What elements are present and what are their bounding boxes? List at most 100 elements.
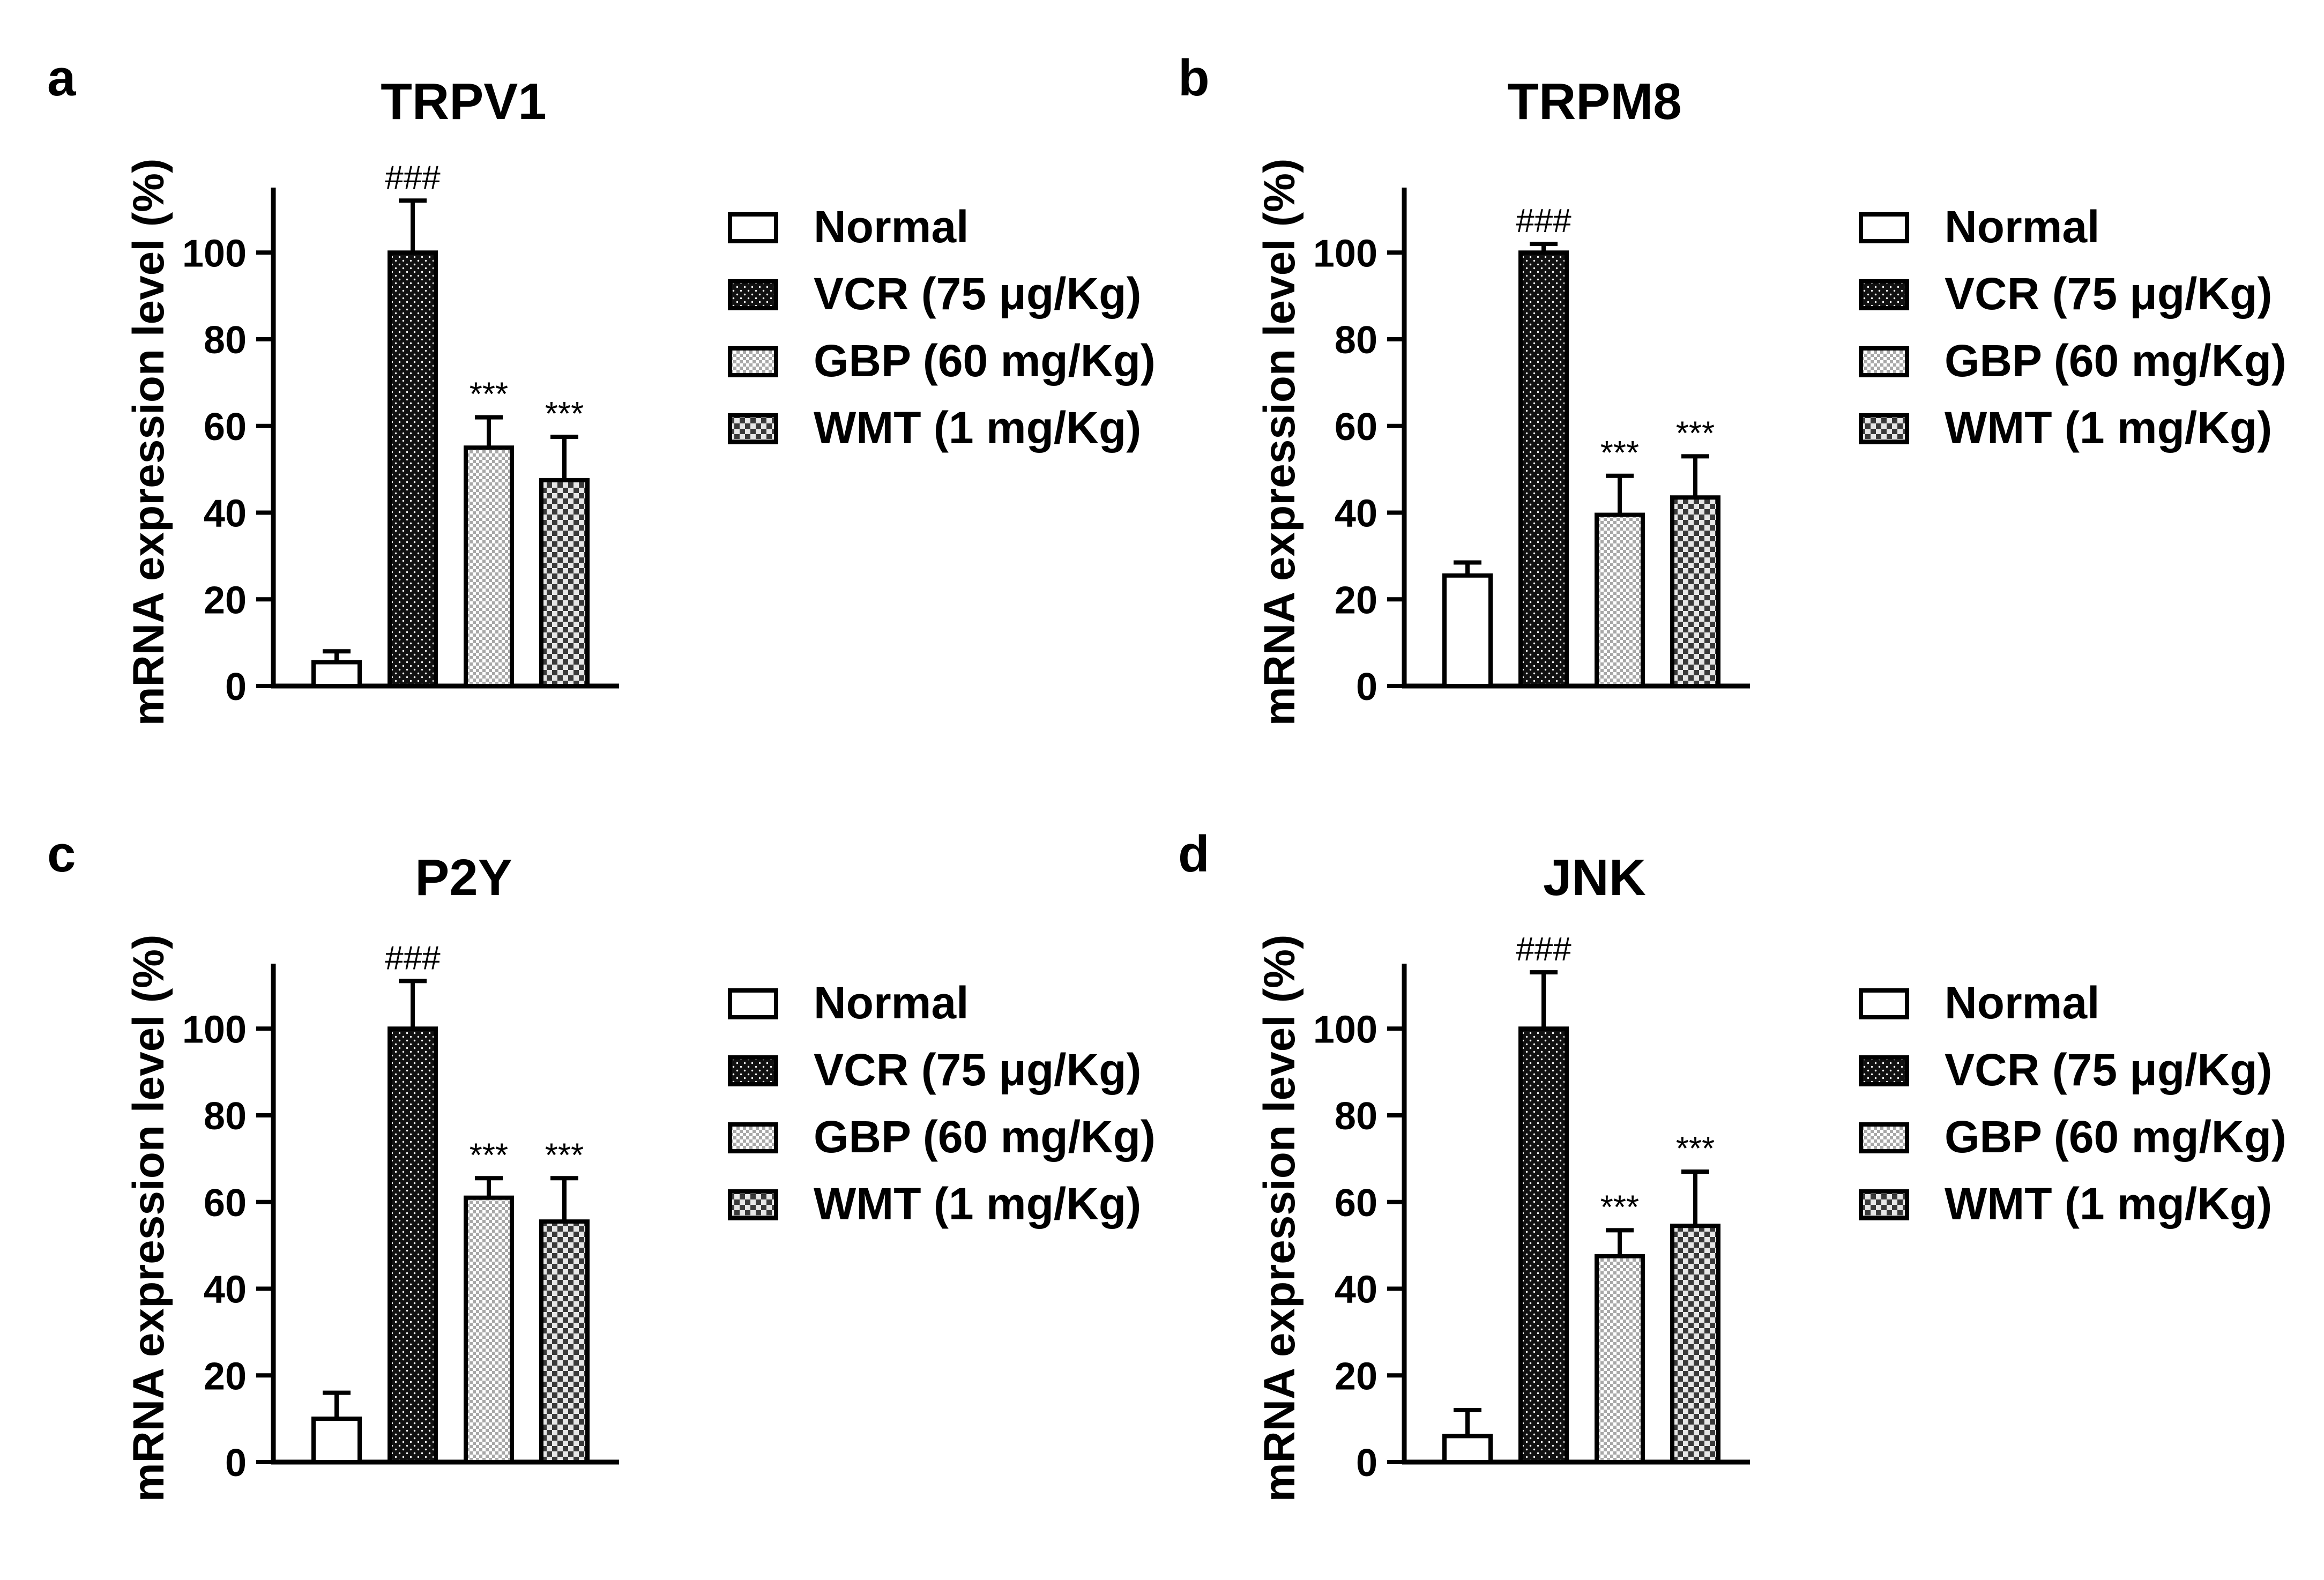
y-tick-label: 60 [1335, 406, 1377, 449]
panel-d: d JNK mRNA expression level (%) 0 20 40 60 80 10… [1178, 825, 2286, 1502]
significance-label: ### [1516, 203, 1571, 240]
legend-swatch [1859, 1055, 1909, 1086]
bar [388, 1026, 438, 1465]
legend-swatch [728, 1122, 778, 1153]
y-tick-label: 60 [204, 406, 247, 449]
legend-label: WMT (1 mg/Kg) [814, 403, 1141, 453]
y-tick-label: 0 [225, 666, 247, 709]
bar [1518, 1026, 1569, 1465]
panel-label: b [1178, 49, 1210, 107]
chart-title: P2Y [415, 849, 512, 906]
y-tick-label: 0 [1356, 1442, 1377, 1485]
legend-label: Normal [1945, 978, 2099, 1028]
legend-swatch [728, 279, 778, 310]
y-tick-label: 20 [204, 1355, 247, 1398]
y-tick-label: 40 [1335, 493, 1377, 535]
y-axis-label: mRNA expression level (%) [1255, 159, 1304, 726]
legend-swatch [728, 988, 778, 1019]
significance-label: *** [1600, 435, 1639, 472]
significance-label: ### [385, 159, 441, 196]
chart-title: TRPV1 [381, 73, 546, 130]
legend-label: WMT (1 mg/Kg) [1945, 403, 2272, 453]
legend-swatch [1859, 279, 1909, 310]
y-axis-label: mRNA expression level (%) [1255, 935, 1304, 1502]
legend-label: GBP (60 mg/Kg) [814, 336, 1156, 386]
y-tick-label: 20 [204, 579, 247, 622]
y-tick-label: 40 [204, 1269, 247, 1311]
panels: a TRPV1 mRNA expression level (%) 0 20 40 60 80… [47, 49, 2286, 1502]
y-tick-label: 80 [204, 319, 247, 362]
bar [1442, 1434, 1493, 1465]
significance-label: ### [385, 940, 441, 977]
panel-c: c P2Y mRNA expression level (%) 0 20 40 60 80 10… [47, 825, 1156, 1502]
bar [388, 250, 438, 689]
y-axis-label: mRNA expression level (%) [124, 935, 173, 1502]
panel-b: b TRPM8 mRNA expression level (%) 0 20 40 60 80… [1178, 49, 2286, 726]
y-tick-label: 100 [1313, 1008, 1377, 1051]
chart-title: TRPM8 [1507, 73, 1681, 130]
bar [464, 445, 514, 689]
bar [1670, 1224, 1720, 1464]
bar [1595, 512, 1645, 689]
y-axis-label: mRNA expression level (%) [124, 159, 173, 726]
bar [311, 1417, 362, 1465]
legend-label: WMT (1 mg/Kg) [814, 1179, 1141, 1229]
legend-label: VCR (75 μg/Kg) [1945, 269, 2272, 319]
significance-label: *** [545, 1137, 584, 1174]
legend-swatch [1859, 1189, 1909, 1220]
legend-swatch [728, 1189, 778, 1220]
significance-label: *** [1600, 1189, 1639, 1226]
legend-swatch [728, 413, 778, 444]
y-tick-label: 40 [204, 493, 247, 535]
significance-label: ### [1516, 931, 1571, 968]
y-tick-label: 0 [225, 1442, 247, 1485]
legend-label: GBP (60 mg/Kg) [814, 1112, 1156, 1162]
y-tick-label: 40 [1335, 1269, 1377, 1311]
legend-label: Normal [814, 978, 969, 1028]
y-tick-label: 60 [204, 1182, 247, 1225]
y-tick-label: 0 [1356, 666, 1377, 709]
y-tick-label: 20 [1335, 579, 1377, 622]
legend-swatch [1859, 413, 1909, 444]
legend-label: VCR (75 μg/Kg) [1945, 1045, 2272, 1095]
significance-label: *** [545, 396, 584, 433]
legend-swatch [728, 1055, 778, 1086]
bar [1595, 1254, 1645, 1464]
y-tick-label: 20 [1335, 1355, 1377, 1398]
legend-swatch [1859, 346, 1909, 377]
chart-title: JNK [1543, 849, 1646, 906]
bar [464, 1195, 514, 1465]
significance-label: *** [1676, 1130, 1715, 1167]
legend-swatch [1859, 212, 1909, 243]
legend-label: VCR (75 μg/Kg) [814, 269, 1141, 319]
significance-label: *** [470, 1137, 508, 1174]
legend-swatch [1859, 988, 1909, 1019]
bar [1518, 250, 1569, 689]
bar [1442, 573, 1493, 688]
legend-label: Normal [814, 202, 969, 252]
bar [539, 1219, 590, 1464]
y-tick-label: 80 [1335, 319, 1377, 362]
bar [311, 660, 362, 688]
legend-label: Normal [1945, 202, 2099, 252]
y-tick-label: 80 [204, 1095, 247, 1138]
legend-label: GBP (60 mg/Kg) [1945, 336, 2286, 386]
legend-label: VCR (75 μg/Kg) [814, 1045, 1141, 1095]
y-tick-label: 100 [182, 232, 247, 275]
legend-swatch [1859, 1122, 1909, 1153]
bar [1670, 495, 1720, 689]
panel-a: a TRPV1 mRNA expression level (%) 0 20 40 60 80… [47, 49, 1156, 726]
significance-label: *** [1676, 415, 1715, 452]
y-tick-label: 100 [182, 1008, 247, 1051]
y-tick-label: 80 [1335, 1095, 1377, 1138]
legend-label: GBP (60 mg/Kg) [1945, 1112, 2286, 1162]
bar [539, 478, 590, 688]
y-tick-label: 60 [1335, 1182, 1377, 1225]
legend-label: WMT (1 mg/Kg) [1945, 1179, 2272, 1229]
legend-swatch [728, 212, 778, 243]
y-tick-label: 100 [1313, 232, 1377, 275]
legend-swatch [728, 346, 778, 377]
significance-label: *** [470, 376, 508, 413]
panel-label: a [47, 49, 76, 107]
